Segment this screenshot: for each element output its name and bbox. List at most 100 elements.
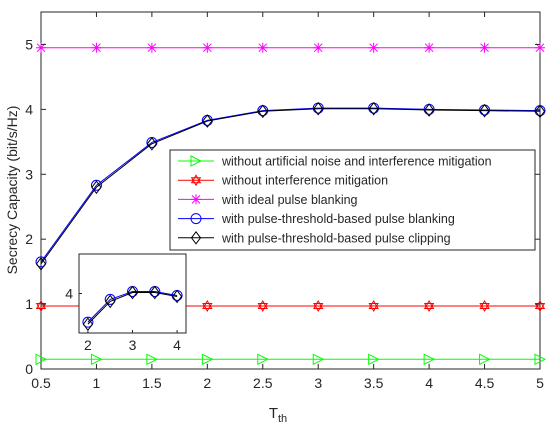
inset-series-2-point-2 <box>105 294 116 309</box>
y-axis-ticks: 0 1 2 3 4 5 <box>25 36 540 377</box>
series-2-point-10-part-b <box>534 303 546 313</box>
series-2-point-1-part-b <box>35 303 47 313</box>
series-1-point-7 <box>368 353 380 366</box>
series-3-point-4 <box>202 42 213 53</box>
series-4-point-1 <box>35 256 47 268</box>
series-1-point-5 <box>257 353 269 366</box>
inset-x-tick-label-1: 2 <box>84 337 92 353</box>
legend-label-2: without interference mitigation <box>221 174 388 188</box>
series-1-point-1 <box>35 353 48 366</box>
series-2-point-6-part-b <box>313 303 324 313</box>
series-2-point-1-part-a <box>35 300 47 310</box>
series-3-point-8 <box>424 42 435 53</box>
series-5-point-3 <box>146 136 158 151</box>
inset-x-tick-label-3: 4 <box>173 337 181 353</box>
series-3-point-1 <box>36 42 46 53</box>
series-3-point-3 <box>146 42 157 53</box>
series-2-point-5 <box>257 300 268 313</box>
series-4-point-2 <box>90 179 102 191</box>
x-tick-label-2: 1 <box>93 375 101 391</box>
x-axis-label-main: T <box>269 405 278 422</box>
y-tick-label-5: 4 <box>25 101 33 117</box>
x-axis-label: Tth <box>269 405 287 425</box>
series-line-4 <box>40 107 541 263</box>
x-tick-label-5: 2.5 <box>253 375 273 391</box>
inset-series-line-1 <box>87 291 178 323</box>
y-axis-label: Secrecy Capacity (bit/s/Hz) <box>4 106 20 275</box>
series-2-point-7-part-b <box>368 303 379 313</box>
main-series-group <box>35 42 547 366</box>
series-2-point-1 <box>35 300 47 313</box>
series-5-point-4 <box>202 114 213 128</box>
series-5-point-8 <box>423 103 435 117</box>
y-tick-label-2: 1 <box>25 296 33 312</box>
x-tick-label-7: 3.5 <box>364 375 384 391</box>
legend-marker-1 <box>190 155 203 167</box>
series-1-point-2 <box>90 353 103 366</box>
legend: without artificial noise and interferenc… <box>169 149 536 251</box>
inset-x-tick-label-2: 3 <box>129 337 137 353</box>
x-tick-label-8: 4 <box>425 375 433 391</box>
series-1-point-6 <box>312 353 325 366</box>
legend-marker-4 <box>190 213 202 225</box>
series-3-point-10 <box>535 42 545 53</box>
series-2-point-4-part-b <box>202 303 213 313</box>
inset-series-2-point-4 <box>149 285 160 300</box>
series-2-point-4-part-a <box>202 300 213 310</box>
legend-label-3: with ideal pulse blanking <box>221 193 358 207</box>
series-2-point-7 <box>368 300 379 313</box>
legend-label-1: without artificial noise and interferenc… <box>221 155 492 169</box>
legend-marker-3 <box>191 194 201 205</box>
inset-series-2-point-3 <box>127 285 138 300</box>
inset-series-line-2 <box>87 292 178 325</box>
x-tick-label-4: 2 <box>203 375 211 391</box>
x-tick-label-3: 1.5 <box>142 375 162 391</box>
legend-label-5: with pulse-threshold-based pulse clippin… <box>221 231 451 245</box>
series-3-point-5 <box>257 42 268 53</box>
series-2-point-9-part-b <box>479 303 490 313</box>
series-1-point-10 <box>534 353 547 366</box>
series-2-point-6-part-a <box>313 300 324 310</box>
x-axis-ticks: 0.5 1 1.5 2 2.5 3 3.5 4 4.5 5 <box>31 12 544 391</box>
series-5-point-1 <box>35 257 47 271</box>
legend-marker-2-part-a <box>190 174 202 184</box>
series-1-point-8 <box>423 353 436 366</box>
inset-series-group <box>82 285 183 331</box>
series-2-point-8-part-b <box>423 303 435 313</box>
legend-box <box>169 149 536 251</box>
inset-y-tick-label-1: 4 <box>65 286 73 302</box>
inset-ticks: 2 3 4 4 <box>65 286 181 354</box>
x-tick-label-10: 5 <box>536 375 544 391</box>
series-1-point-4 <box>201 353 214 366</box>
series-3-point-7 <box>368 42 379 53</box>
series-2-point-8 <box>423 300 435 313</box>
legend-label-4: with pulse-threshold-based pulse blankin… <box>221 212 455 226</box>
series-2-point-9-part-a <box>479 300 490 310</box>
y-tick-label-4: 3 <box>25 166 33 182</box>
series-2-point-10 <box>534 300 546 313</box>
series-5-point-5 <box>257 104 268 119</box>
x-tick-label-1: 0.5 <box>31 375 51 391</box>
series-line-5 <box>40 108 541 265</box>
inset-series-2-point-5 <box>171 289 183 304</box>
series-2-point-9 <box>479 300 490 313</box>
series-5-point-6 <box>313 101 324 116</box>
inset-plot-area <box>78 253 187 334</box>
inset-series-1-point-1 <box>82 316 94 328</box>
series-2-point-5-part-a <box>257 300 268 310</box>
inset-plot: 2 3 4 4 <box>65 253 187 354</box>
series-2-point-10-part-a <box>534 300 546 310</box>
series-2-point-6 <box>313 300 324 313</box>
series-2-point-8-part-a <box>423 300 435 310</box>
legend-marker-5 <box>190 230 202 245</box>
legend-marker-2-part-b <box>190 177 202 187</box>
series-5-point-2 <box>91 180 102 195</box>
series-2-point-7-part-a <box>368 300 379 310</box>
series-5-point-7 <box>368 101 379 116</box>
legend-marker-2 <box>190 174 202 187</box>
series-3-point-9 <box>479 42 490 53</box>
series-1-point-9 <box>479 353 491 366</box>
y-tick-label-1: 0 <box>25 361 33 377</box>
series-3-point-6 <box>313 42 324 53</box>
